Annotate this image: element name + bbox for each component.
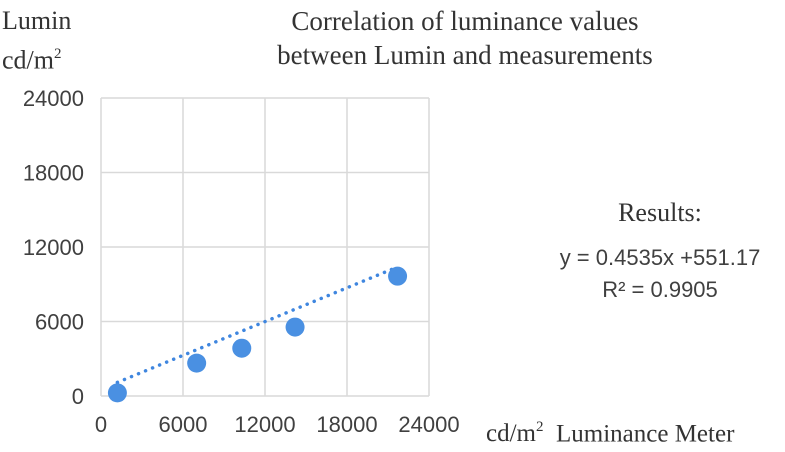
- data-point: [187, 353, 207, 373]
- y-tick-label: 6000: [35, 310, 84, 335]
- results-panel: Results: y = 0.4535x +551.17 R² = 0.9905: [540, 198, 780, 306]
- x-tick-label: 24000: [398, 412, 459, 437]
- data-points: [107, 266, 408, 403]
- data-point: [232, 338, 252, 358]
- x-axis-label-name: Luminance Meter: [556, 420, 735, 448]
- x-tick-label: 6000: [159, 412, 208, 437]
- trendline: [115, 265, 400, 385]
- chart-title: Correlation of luminance values between …: [200, 4, 730, 72]
- y-axis-label-name: Lumin: [2, 6, 72, 35]
- x-tick-label: 12000: [234, 412, 295, 437]
- x-axis-label: cd/m2 Luminance Meter: [486, 419, 735, 448]
- grid: [100, 97, 430, 397]
- data-point: [388, 266, 408, 286]
- y-tick-label: 12000: [23, 235, 84, 260]
- x-axis-label-unit: cd/m2: [486, 419, 544, 448]
- regression-equation: y = 0.4535x +551.17: [559, 245, 761, 270]
- y-tick-label: 24000: [23, 86, 84, 111]
- data-point: [285, 317, 305, 337]
- chart-title-line-2: between Lumin and measurements: [277, 40, 653, 70]
- y-tick-label: 18000: [23, 161, 84, 186]
- y-axis-label-unit: cd/m2: [2, 45, 62, 75]
- x-tick-labels: 0 6000 12000 18000 24000: [95, 412, 460, 437]
- trendline-group: [115, 265, 400, 385]
- r-squared: R² = 0.9905: [602, 277, 718, 302]
- chart-title-line-1: Correlation of luminance values: [291, 6, 639, 36]
- y-tick-labels: 0 6000 12000 18000 24000: [23, 86, 84, 409]
- y-tick-label: 0: [72, 384, 84, 409]
- x-tick-label: 18000: [316, 412, 377, 437]
- y-axis-label: Lumin cd/m2: [2, 4, 71, 78]
- x-tick-label: 0: [95, 412, 107, 437]
- data-point: [107, 383, 127, 403]
- results-title: Results:: [618, 198, 702, 227]
